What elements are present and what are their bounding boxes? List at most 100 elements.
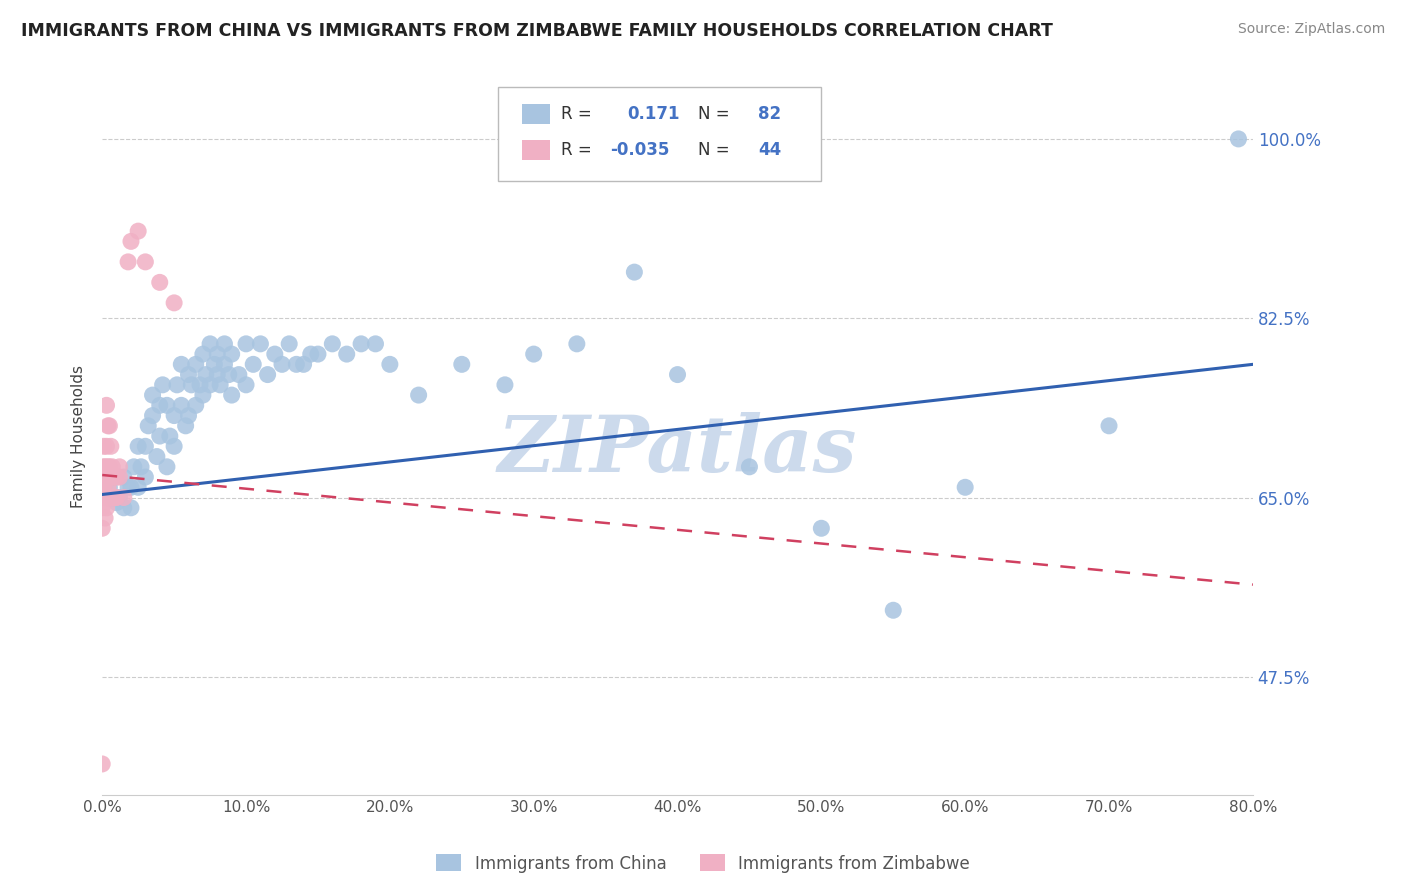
Point [450, 357, 472, 371]
Point [103, 491, 125, 505]
Point [94, 491, 117, 505]
Point [214, 357, 236, 371]
Point [378, 357, 401, 371]
Point [152, 377, 174, 392]
Point [191, 388, 214, 402]
Point [321, 336, 343, 351]
Point [174, 418, 197, 433]
Point [142, 409, 165, 423]
Point [94, 511, 117, 525]
Point [299, 347, 322, 361]
Point [105, 496, 128, 510]
Point [278, 336, 301, 351]
Point [218, 368, 240, 382]
Point [191, 347, 214, 361]
Point [103, 491, 125, 505]
Point [163, 409, 186, 423]
Point [263, 347, 285, 361]
Text: N =: N = [697, 141, 730, 159]
Point [810, 521, 832, 535]
Point [98, 480, 121, 494]
Text: R =: R = [561, 141, 592, 159]
Point [271, 357, 294, 371]
Point [108, 459, 131, 474]
Point [127, 224, 149, 238]
Point [177, 368, 200, 382]
Point [93, 480, 115, 494]
Point [666, 368, 689, 382]
Point [98, 418, 121, 433]
Point [120, 500, 142, 515]
Legend: Immigrants from China, Immigrants from Zimbabwe: Immigrants from China, Immigrants from Z… [430, 847, 976, 880]
Point [146, 450, 169, 464]
Point [134, 470, 156, 484]
Point [194, 368, 217, 382]
Point [100, 470, 122, 484]
Point [364, 336, 387, 351]
Text: 44: 44 [758, 141, 782, 159]
Point [494, 377, 516, 392]
Point [623, 265, 645, 279]
Point [159, 429, 181, 443]
Point [249, 336, 271, 351]
Text: ZIPatlas: ZIPatlas [498, 412, 858, 489]
Point [1098, 418, 1121, 433]
Text: N =: N = [697, 105, 730, 123]
Point [350, 336, 373, 351]
Point [408, 388, 430, 402]
Point [96, 491, 118, 505]
Point [228, 368, 250, 382]
Point [292, 357, 315, 371]
Point [108, 491, 131, 505]
Point [101, 491, 124, 505]
Point [149, 276, 172, 290]
Point [307, 347, 329, 361]
Point [242, 357, 264, 371]
Point [112, 500, 135, 515]
Point [134, 439, 156, 453]
Point [256, 368, 278, 382]
Point [112, 491, 135, 505]
Point [105, 491, 128, 505]
Point [96, 398, 118, 412]
Point [882, 603, 904, 617]
Text: Source: ZipAtlas.com: Source: ZipAtlas.com [1237, 22, 1385, 37]
Point [94, 459, 117, 474]
Point [166, 377, 188, 392]
Point [91, 491, 114, 505]
Point [523, 347, 546, 361]
Point [91, 480, 114, 494]
Point [98, 459, 121, 474]
Point [170, 398, 193, 412]
Point [198, 377, 221, 392]
Point [93, 491, 115, 505]
Point [101, 459, 124, 474]
Point [738, 459, 761, 474]
Point [1227, 132, 1250, 146]
Point [184, 357, 207, 371]
Point [91, 500, 114, 515]
Point [221, 388, 243, 402]
Point [96, 439, 118, 453]
Point [142, 388, 165, 402]
Point [93, 439, 115, 453]
Text: 0.171: 0.171 [627, 105, 679, 123]
Point [565, 336, 588, 351]
Point [91, 521, 114, 535]
Point [149, 398, 172, 412]
Point [156, 459, 179, 474]
Point [96, 470, 118, 484]
Point [108, 470, 131, 484]
Point [93, 470, 115, 484]
Point [129, 459, 152, 474]
Y-axis label: Family Households: Family Households [72, 365, 86, 508]
Point [336, 347, 359, 361]
Point [91, 756, 114, 771]
Point [163, 439, 186, 453]
Point [170, 357, 193, 371]
Point [184, 398, 207, 412]
Point [285, 357, 308, 371]
Point [98, 491, 121, 505]
Point [149, 429, 172, 443]
Point [180, 377, 202, 392]
